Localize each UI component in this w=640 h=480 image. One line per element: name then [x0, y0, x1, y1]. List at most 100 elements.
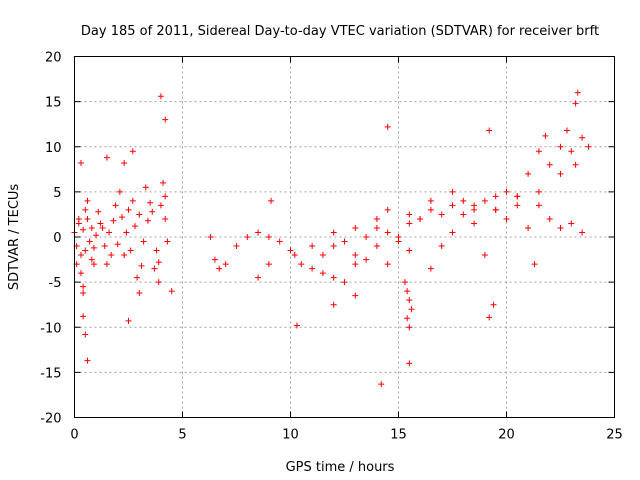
data-point [108, 252, 115, 259]
data-point [121, 252, 128, 259]
data-point [121, 159, 128, 166]
data-point [265, 234, 272, 240]
data-point [86, 238, 93, 245]
data-point [373, 215, 380, 222]
data-point [112, 202, 119, 209]
data-point [99, 224, 106, 231]
data-point [330, 301, 337, 308]
data-point [244, 234, 251, 240]
x-axis-label: GPS time / hours [286, 460, 395, 475]
data-point [119, 214, 126, 221]
data-point [319, 252, 326, 259]
data-point [535, 202, 542, 209]
data-point [164, 238, 171, 245]
axis-ticks [74, 56, 615, 418]
data-point [125, 317, 132, 324]
data-point [384, 206, 391, 213]
data-point [449, 202, 456, 209]
data-point [77, 270, 84, 277]
data-point [116, 188, 123, 195]
data-point [162, 193, 169, 200]
data-point [216, 265, 223, 272]
data-point [88, 256, 95, 263]
data-point [222, 261, 229, 268]
data-point [330, 229, 337, 236]
data-point [486, 314, 493, 321]
data-point [75, 215, 82, 222]
data-point [352, 261, 359, 268]
data-point [80, 289, 87, 296]
data-point [417, 215, 424, 222]
data-point [572, 100, 579, 107]
data-point [147, 199, 154, 206]
data-point [514, 193, 521, 200]
data-point [438, 243, 445, 250]
data-point [90, 261, 97, 268]
data-point [384, 229, 391, 236]
data-point [90, 244, 97, 251]
data-point [160, 179, 167, 186]
data-point [114, 241, 121, 248]
data-point [162, 116, 169, 123]
data-point [153, 247, 160, 254]
data-point [157, 202, 164, 209]
data-point [291, 252, 298, 259]
x-tick-labels: 0 5 10 15 20 25 [70, 428, 622, 443]
data-point [127, 247, 134, 254]
data-point [525, 170, 532, 177]
data-point [80, 283, 87, 290]
data-point [406, 220, 413, 227]
data-point [162, 215, 169, 222]
data-point [157, 93, 164, 100]
data-point [568, 220, 575, 227]
x-tick-label: 25 [606, 428, 623, 443]
y-tick-label: -20 [40, 412, 61, 427]
data-point [84, 357, 91, 364]
data-point [378, 381, 385, 388]
data-point [106, 229, 113, 236]
data-point [404, 288, 411, 295]
data-point [77, 252, 84, 259]
data-point [276, 238, 283, 245]
data-point [82, 206, 89, 213]
data-point [404, 315, 411, 322]
data-point [155, 259, 162, 266]
data-point [144, 217, 151, 224]
x-tick-label: 5 [178, 428, 186, 443]
data-point [151, 265, 158, 272]
data-point [309, 243, 316, 250]
data-point [395, 234, 402, 240]
y-tick-label: -10 [40, 321, 61, 336]
y-tick-label: 0 [53, 231, 61, 246]
data-point [136, 211, 143, 218]
data-point [319, 270, 326, 277]
grid [74, 56, 615, 418]
data-point [341, 238, 348, 245]
x-tick-label: 0 [70, 428, 78, 443]
data-point [406, 297, 413, 304]
data-point [486, 127, 493, 134]
y-tick-label: 10 [45, 141, 62, 156]
data-point [408, 306, 415, 313]
data-point [546, 215, 553, 222]
data-point [330, 274, 337, 281]
data-point [268, 197, 275, 204]
data-point [298, 261, 305, 268]
data-point [84, 197, 91, 204]
data-point [97, 220, 104, 227]
data-point [103, 154, 110, 161]
data-point [125, 206, 132, 213]
data-point [80, 313, 87, 320]
data-point [460, 197, 467, 204]
data-point [88, 224, 95, 231]
data-point [460, 211, 467, 218]
data-point [579, 134, 586, 141]
data-point [490, 301, 497, 308]
data-point [287, 247, 294, 254]
data-point [233, 243, 240, 250]
data-point [363, 234, 370, 240]
data-point [492, 206, 499, 213]
data-point [330, 243, 337, 250]
data-point [427, 265, 434, 272]
data-point [168, 288, 175, 295]
